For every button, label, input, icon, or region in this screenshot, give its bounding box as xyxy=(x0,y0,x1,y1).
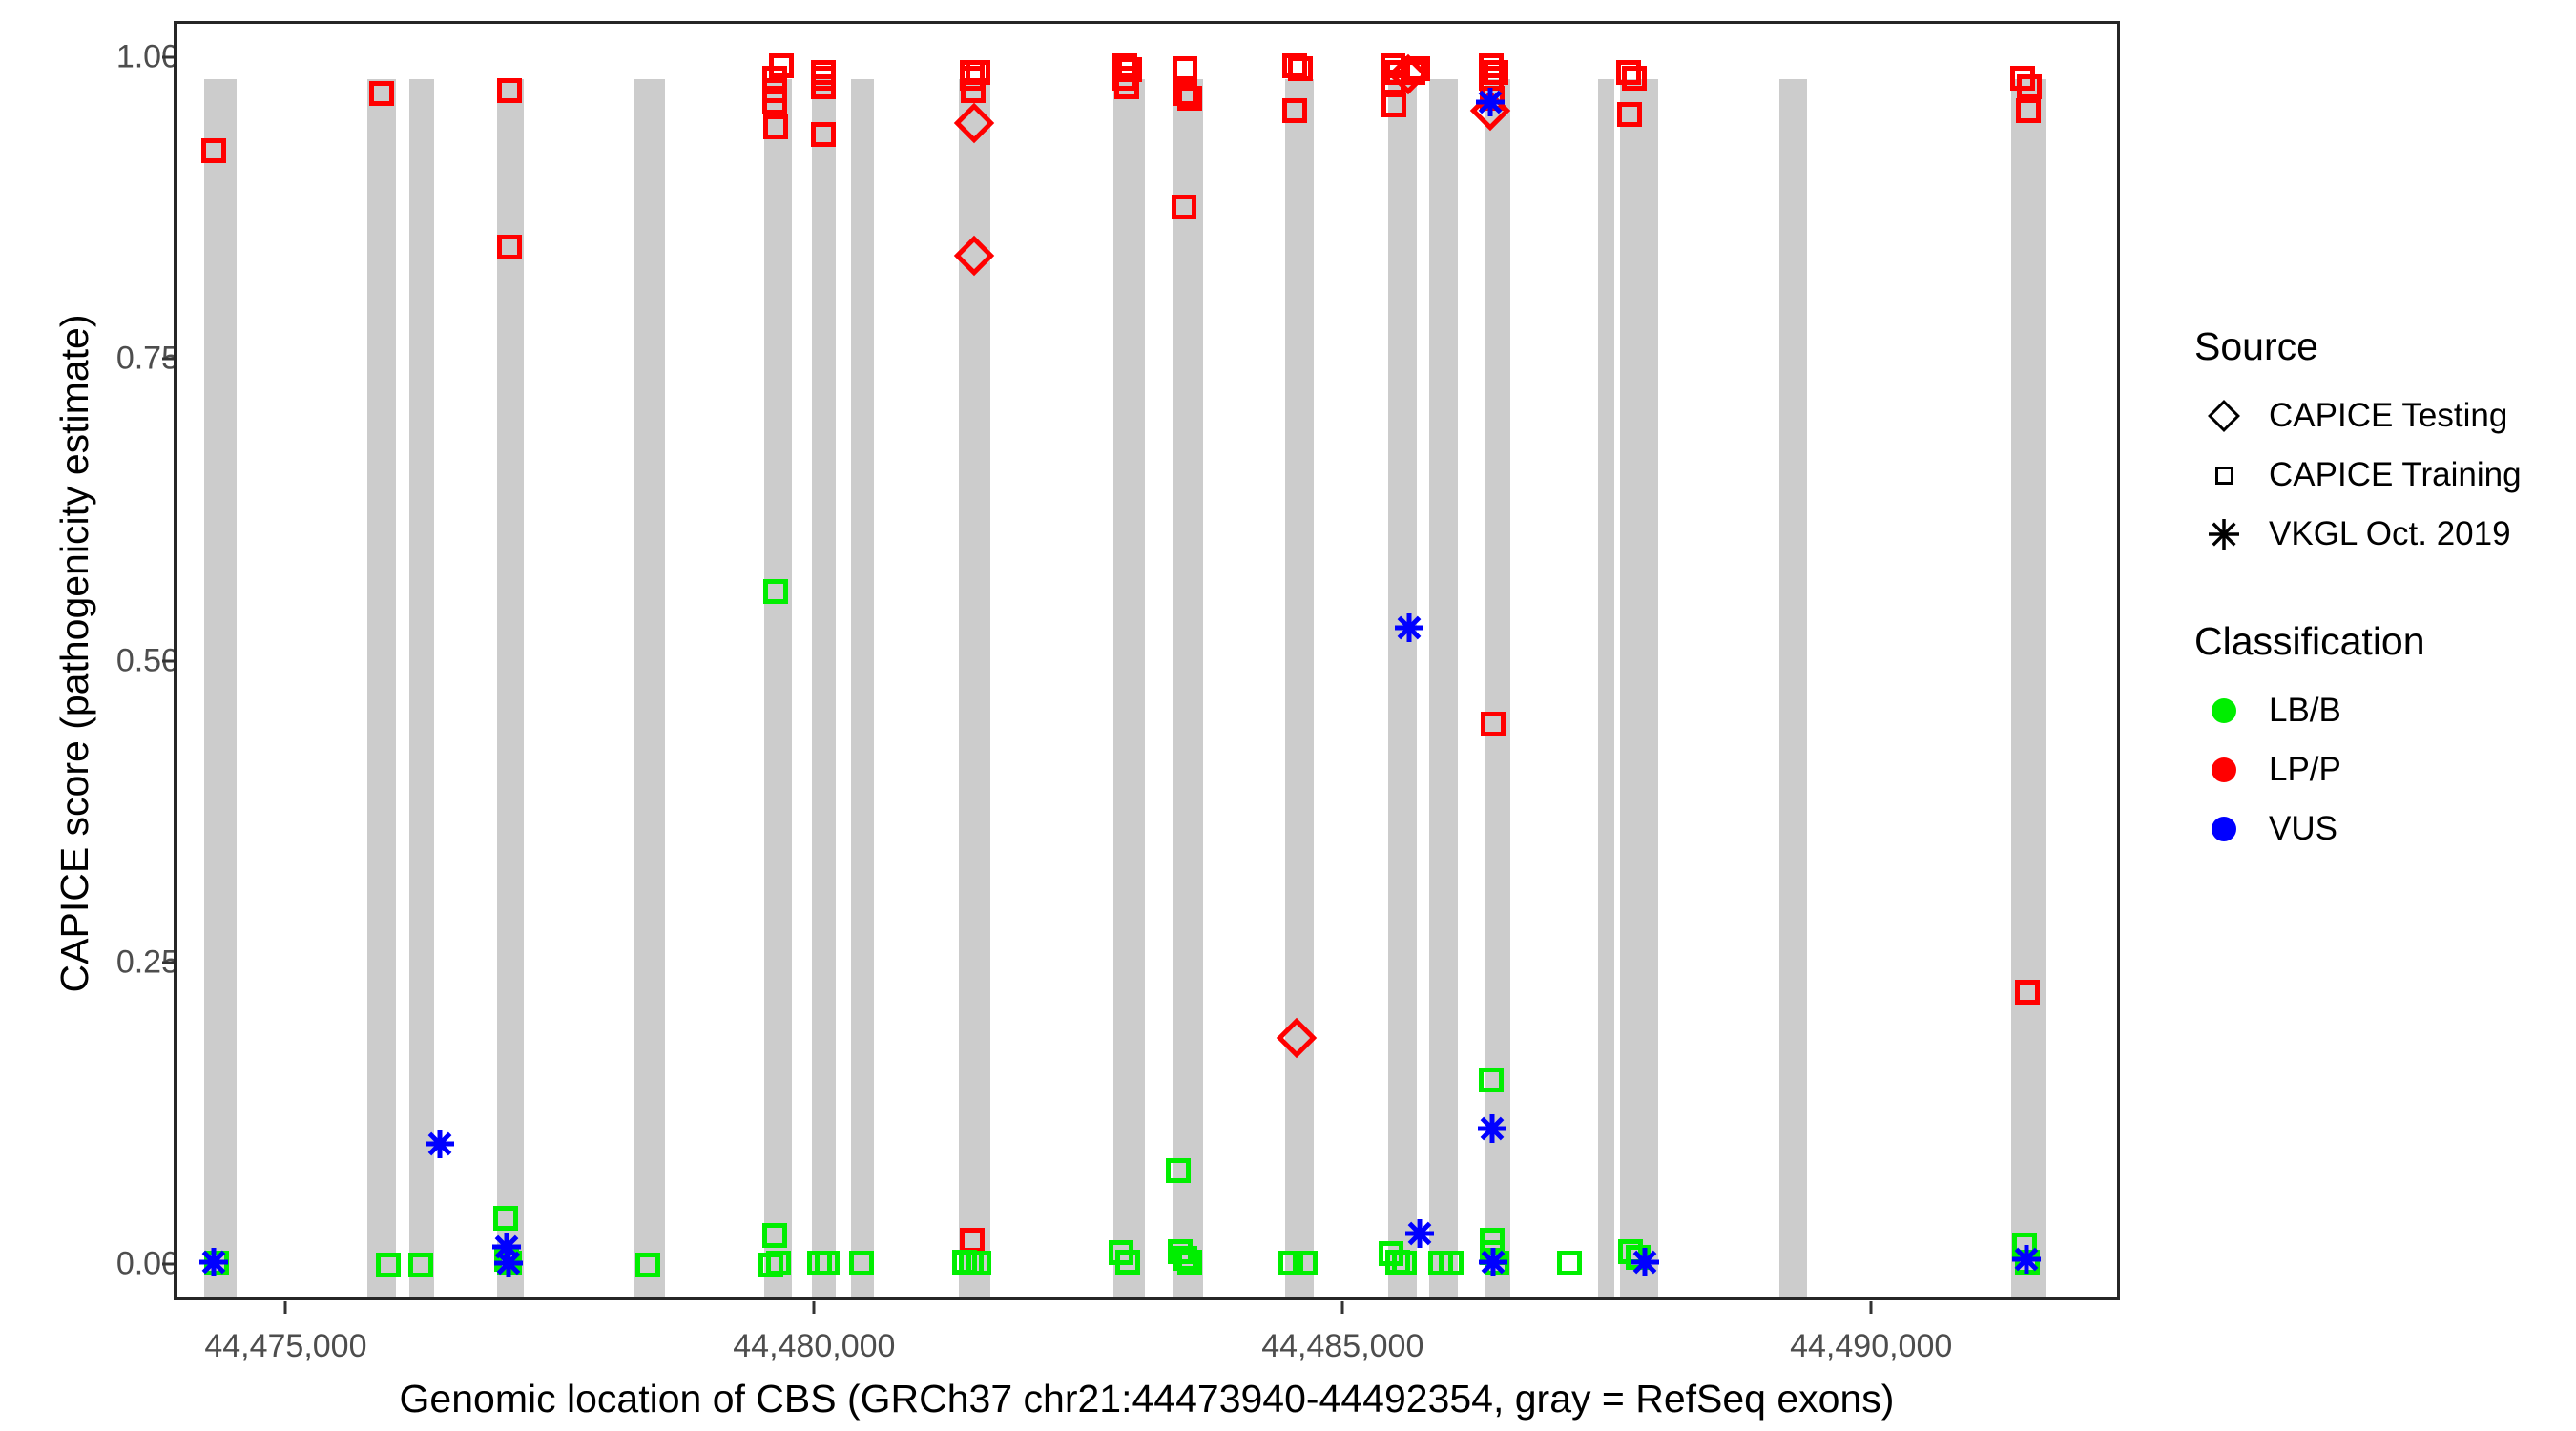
exon-band xyxy=(1428,79,1458,1297)
exon-band xyxy=(204,79,238,1297)
x-tick-label: 44,480,000 xyxy=(733,1328,896,1364)
exon-band xyxy=(409,79,435,1297)
legend: Source CAPICE Testing CAPICE Training VKGL … xyxy=(2194,324,2566,859)
square-icon xyxy=(2214,466,2233,485)
data-point-square xyxy=(1112,53,1138,79)
y-tick-mark xyxy=(162,1262,174,1266)
exon-band xyxy=(763,79,792,1297)
legend-key-dot xyxy=(2194,740,2254,799)
y-tick-mark xyxy=(162,357,174,361)
data-point-square xyxy=(1287,55,1313,81)
data-point-square xyxy=(1557,1251,1583,1276)
legend-item[interactable]: LP/P xyxy=(2194,740,2566,799)
y-tick-mark xyxy=(162,659,174,662)
asterisk-icon xyxy=(2206,516,2242,552)
data-point-square xyxy=(1282,53,1308,79)
legend-key-dot xyxy=(2194,799,2254,859)
legend-item[interactable]: LB/B xyxy=(2194,681,2566,740)
exon-band xyxy=(1485,79,1511,1297)
exon-band xyxy=(1598,79,1614,1297)
data-point-square xyxy=(1172,55,1197,81)
exon-band xyxy=(1620,79,1659,1297)
legend-item-label: LB/B xyxy=(2269,692,2341,729)
exon-band xyxy=(634,79,665,1297)
exon-band xyxy=(1112,79,1145,1297)
plot-panel xyxy=(174,21,2120,1300)
exon-band xyxy=(812,79,837,1297)
legend-block-classification: Classification LB/B LP/P VUS xyxy=(2194,619,2566,859)
legend-key-diamond xyxy=(2194,386,2254,446)
legend-item-label: VUS xyxy=(2269,810,2337,847)
diamond-icon xyxy=(2208,400,2240,432)
exon-band xyxy=(1778,79,1808,1297)
data-point-square xyxy=(1404,55,1430,81)
data-point-square xyxy=(1381,53,1406,79)
legend-item[interactable]: VKGL Oct. 2019 xyxy=(2194,505,2566,564)
legend-item[interactable]: CAPICE Testing xyxy=(2194,386,2566,446)
legend-item-label: VKGL Oct. 2019 xyxy=(2269,515,2511,552)
exon-band xyxy=(366,79,397,1297)
legend-item-label: CAPICE Training xyxy=(2269,456,2522,493)
legend-item[interactable]: CAPICE Training xyxy=(2194,446,2566,505)
x-tick-mark xyxy=(283,1301,287,1314)
legend-key-asterisk xyxy=(2194,505,2254,564)
x-tick-mark xyxy=(1869,1301,1873,1314)
x-tick-mark xyxy=(1340,1301,1344,1314)
y-tick-mark xyxy=(162,961,174,964)
legend-key-dot xyxy=(2194,681,2254,740)
exon-band xyxy=(2011,79,2046,1297)
legend-item[interactable]: VUS xyxy=(2194,799,2566,859)
legend-key-square xyxy=(2194,446,2254,505)
x-tick-label: 44,485,000 xyxy=(1261,1328,1424,1364)
dot-icon xyxy=(2212,698,2236,723)
plot-area xyxy=(177,24,2117,1297)
x-tick-label: 44,490,000 xyxy=(1790,1328,1953,1364)
legend-item-label: CAPICE Testing xyxy=(2269,397,2508,434)
exon-band xyxy=(850,79,875,1297)
exon-band xyxy=(1172,79,1203,1297)
exon-band xyxy=(1387,79,1417,1297)
legend-block-source: Source CAPICE Testing CAPICE Training VKGL … xyxy=(2194,324,2566,564)
data-point-square xyxy=(768,53,794,79)
legend-title: Source xyxy=(2194,324,2318,368)
exon-band xyxy=(1285,79,1315,1297)
x-tick-label: 44,475,000 xyxy=(204,1328,367,1364)
x-tick-mark xyxy=(812,1301,816,1314)
dot-icon xyxy=(2212,757,2236,782)
legend-title: Classification xyxy=(2194,619,2425,663)
data-point-square xyxy=(1479,53,1505,79)
exon-band xyxy=(959,79,991,1297)
dot-icon xyxy=(2212,817,2236,841)
x-axis-title: Genomic location of CBS (GRCh37 chr21:44… xyxy=(399,1377,1895,1421)
legend-item-label: LP/P xyxy=(2269,751,2341,788)
exon-band xyxy=(497,79,525,1297)
y-tick-mark xyxy=(162,55,174,59)
